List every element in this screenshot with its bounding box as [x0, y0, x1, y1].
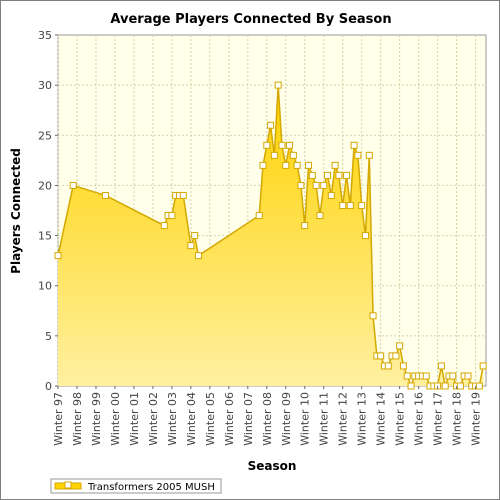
data-point: [168, 212, 176, 220]
data-point: [320, 181, 328, 189]
data-point: [293, 161, 301, 169]
data-point: [437, 362, 445, 370]
x-tick-label: Winter 17: [432, 392, 445, 446]
data-point: [187, 242, 195, 250]
x-tick-label: Winter 11: [318, 392, 331, 446]
data-point: [475, 382, 483, 390]
y-tick-label: 0: [45, 380, 52, 393]
data-point: [392, 352, 400, 360]
x-tick-label: Winter 14: [375, 392, 388, 446]
data-point: [255, 212, 263, 220]
y-tick-label: 20: [38, 179, 52, 192]
data-point: [274, 81, 282, 89]
data-point: [361, 232, 369, 240]
x-tick-label: Winter 09: [280, 392, 293, 446]
legend-box: [50, 478, 222, 494]
data-point: [346, 201, 354, 209]
x-tick-label: Winter 16: [413, 392, 426, 446]
y-tick-label: 10: [38, 280, 52, 293]
data-point: [160, 222, 168, 230]
x-tick-label: Winter 06: [223, 392, 236, 446]
data-point: [407, 382, 415, 390]
x-tick-label: Winter 19: [470, 392, 483, 446]
y-tick-label: 25: [38, 129, 52, 142]
x-tick-label: Winter 07: [242, 392, 255, 446]
data-point: [301, 222, 309, 230]
data-point: [278, 141, 286, 149]
data-point: [331, 161, 339, 169]
x-axis-label: Season: [248, 459, 297, 473]
data-point: [179, 191, 187, 199]
data-point: [263, 141, 271, 149]
data-point: [354, 151, 362, 159]
x-tick-label: Winter 05: [204, 392, 217, 446]
data-point: [312, 181, 320, 189]
data-point: [335, 171, 343, 179]
x-tick-label: Winter 01: [128, 392, 141, 446]
series-points: [54, 81, 487, 390]
y-tick-label: 15: [38, 230, 52, 243]
data-point: [316, 212, 324, 220]
x-tick-label: Winter 18: [451, 392, 464, 446]
data-point: [456, 382, 464, 390]
y-axis-label: Players Connected: [9, 148, 23, 274]
legend-label: Transformers 2005 MUSH: [87, 482, 215, 493]
data-point: [403, 372, 411, 380]
data-point: [350, 141, 358, 149]
data-point: [267, 121, 275, 129]
data-point: [324, 171, 332, 179]
series-area-fill: [58, 85, 484, 387]
data-point: [194, 252, 202, 260]
y-tick-label: 5: [45, 330, 52, 343]
data-point: [191, 232, 199, 240]
data-point: [339, 201, 347, 209]
data-point: [101, 191, 109, 199]
y-tick-label: 30: [38, 79, 52, 92]
data-point: [441, 382, 449, 390]
data-point: [479, 362, 487, 370]
data-point: [297, 181, 305, 189]
x-tick-label: Winter 12: [337, 392, 350, 446]
x-tick-label: Winter 10: [299, 392, 312, 446]
data-point: [282, 161, 290, 169]
data-point: [396, 342, 404, 350]
data-point: [270, 151, 278, 159]
data-point: [399, 362, 407, 370]
data-point: [69, 181, 77, 189]
data-point: [259, 161, 267, 169]
x-tick-label: Winter 04: [185, 392, 198, 446]
data-point: [384, 362, 392, 370]
x-tick-label: Winter 13: [356, 392, 369, 446]
x-tick-label: Winter 15: [394, 392, 407, 446]
chart-title: Average Players Connected By Season: [110, 12, 391, 27]
data-point: [342, 171, 350, 179]
x-tick-label: Winter 98: [71, 392, 84, 446]
data-point: [54, 252, 62, 260]
x-tick-label: Winter 08: [261, 392, 274, 446]
data-point: [358, 201, 366, 209]
legend: Transformers 2005 MUSH: [50, 478, 222, 494]
data-point: [377, 352, 385, 360]
data-point: [289, 151, 297, 159]
data-point: [365, 151, 373, 159]
x-tick-label: Winter 02: [147, 392, 160, 446]
legend-marker: [64, 481, 72, 489]
data-point: [286, 141, 294, 149]
data-point: [308, 171, 316, 179]
data-point: [369, 312, 377, 320]
y-tick-label: 35: [38, 29, 52, 42]
data-point: [305, 161, 313, 169]
x-tick-label: Winter 00: [109, 392, 122, 446]
data-point: [449, 372, 457, 380]
x-tick-label: Winter 03: [166, 392, 179, 446]
y-axis-ticks: 0 5 10 15 20 25 30 35: [38, 29, 58, 393]
x-tick-label: Winter 99: [90, 392, 103, 446]
data-point: [422, 372, 430, 380]
data-point: [464, 372, 472, 380]
data-point: [327, 191, 335, 199]
x-axis-ticks: Winter 97 Winter 98 Winter 99 Winter 00 Wint…: [52, 386, 483, 446]
x-tick-label: Winter 97: [52, 392, 65, 446]
